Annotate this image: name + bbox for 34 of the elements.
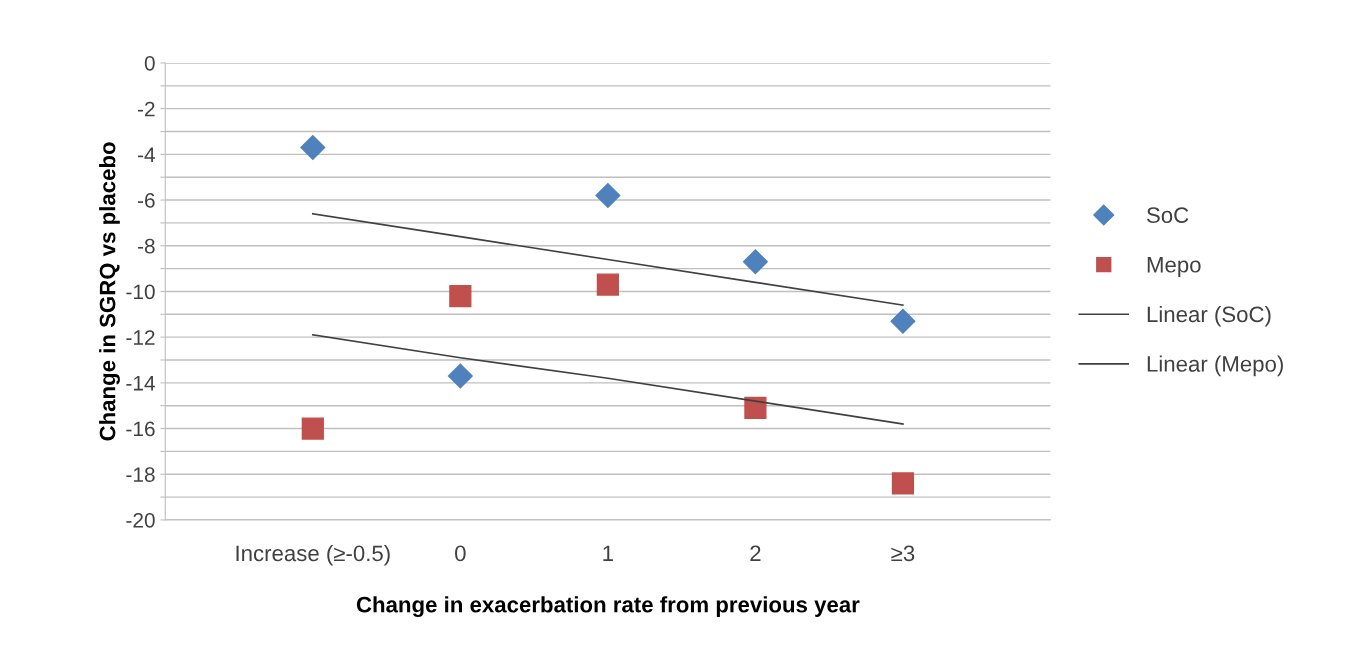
y-tick-label: -2 [137, 101, 155, 117]
x-tick-label: 2 [750, 545, 761, 562]
y-tick-label: -8 [137, 238, 155, 254]
y-tick-label: -10 [126, 284, 155, 300]
point [742, 249, 768, 275]
legend-label: Mepo [1147, 257, 1201, 278]
x-axis-title: Change in exacerbation rate from previous year [356, 596, 860, 617]
y-axis-title: Change in SGRQ vs placebo [99, 142, 120, 441]
line-series [311, 334, 904, 425]
y-tick-label: 0 [144, 55, 155, 71]
x-tick-label: ≥3 [891, 545, 915, 562]
legend-label: Linear (Mepo) [1147, 355, 1283, 377]
x-tick-label: 0 [455, 545, 466, 562]
point [449, 284, 472, 308]
legend-label: Linear (SoC) [1147, 305, 1271, 327]
y-tick-label: -20 [126, 512, 155, 528]
line-series [311, 212, 904, 306]
point [301, 417, 324, 440]
point [300, 135, 326, 160]
y-tick-label: -16 [126, 421, 155, 437]
point [890, 308, 916, 334]
y-tick-label: -4 [137, 147, 155, 162]
point [595, 183, 621, 208]
point [744, 396, 767, 420]
point [447, 363, 473, 389]
point [891, 472, 915, 495]
y-tick-label: -12 [126, 330, 155, 345]
y-tick-label: -18 [126, 467, 155, 482]
x-tick-label: 1 [603, 545, 613, 562]
y-tick-label: -14 [126, 376, 155, 391]
x-tick-label: Increase (≥-0.5) [236, 544, 390, 566]
y-tick-label: -6 [137, 193, 155, 208]
point [596, 273, 619, 296]
legend-label: SoC [1146, 207, 1189, 224]
